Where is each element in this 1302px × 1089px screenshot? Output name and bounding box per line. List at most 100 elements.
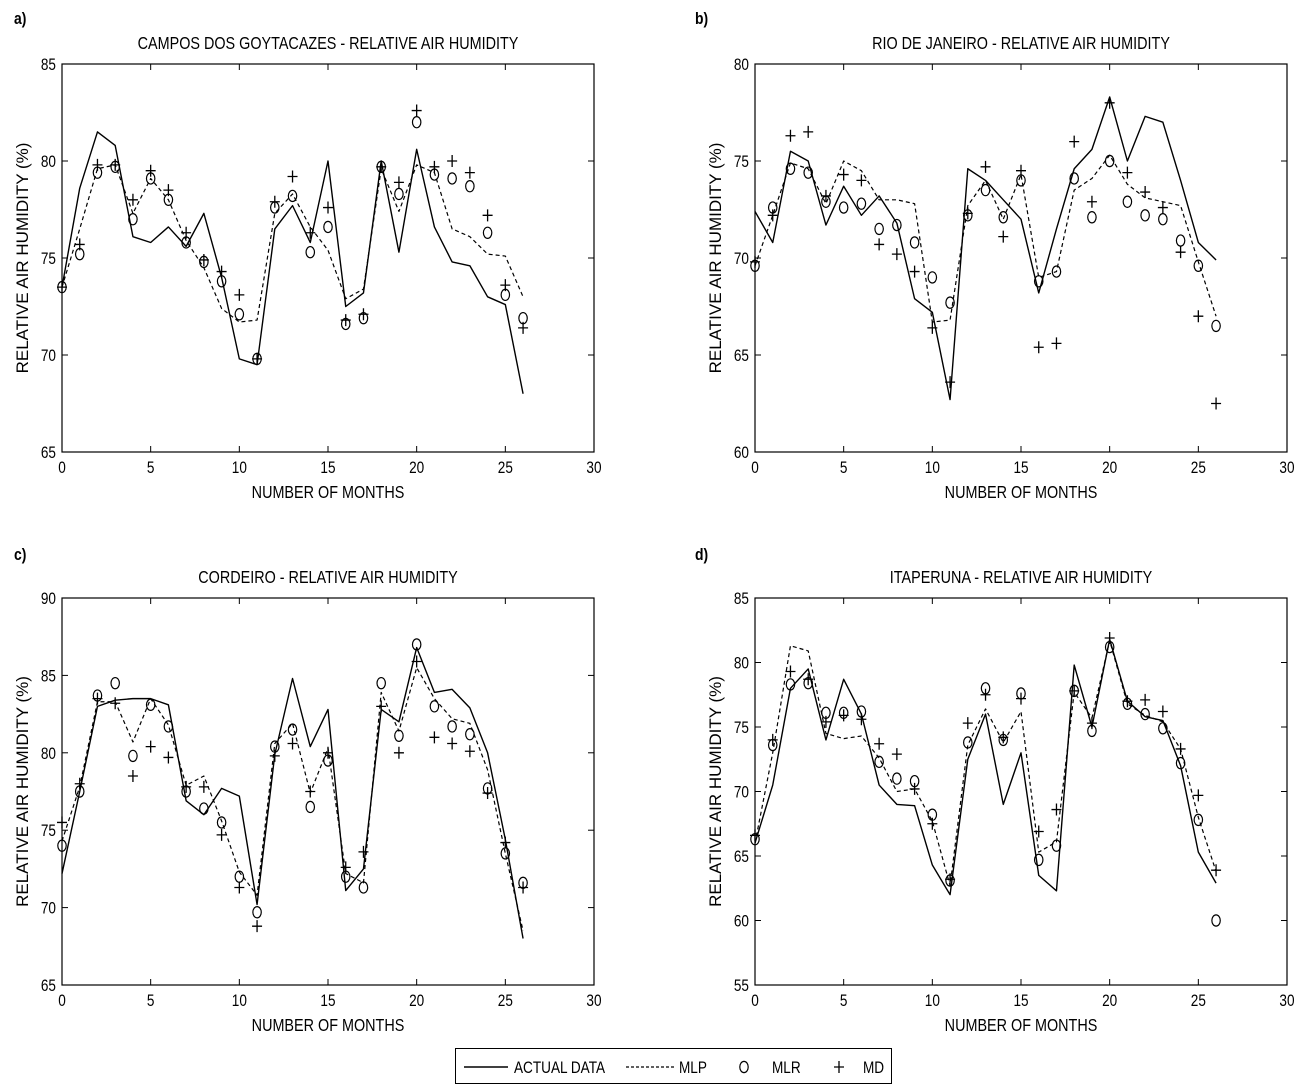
plot-area-frame xyxy=(754,63,1288,453)
data-point-plus xyxy=(803,673,814,686)
data-point-circle xyxy=(874,755,884,769)
y-tick-label: 70 xyxy=(41,899,56,918)
series-mlr xyxy=(57,115,528,366)
data-point-circle xyxy=(465,728,475,741)
panel-cordeiro: c) CORDEIRO - RELATIVE AIR HUMIDITY 0 5 10 15… xyxy=(13,546,602,1036)
data-point-plus xyxy=(1033,825,1044,838)
x-axis-label: NUMBER OF MONTHS xyxy=(252,1016,405,1036)
data-point-circle xyxy=(429,700,440,713)
data-point-plus xyxy=(252,920,263,933)
data-point-plus xyxy=(1104,96,1115,109)
chart-title: ITAPERUNA - RELATIVE AIR HUMIDITY xyxy=(890,568,1153,588)
data-point-circle xyxy=(1033,853,1044,867)
data-point-circle xyxy=(945,296,955,309)
data-point-plus xyxy=(429,731,440,744)
chart-title: CAMPOS DOS GOYTACAZES - RELATIVE AIR HUM… xyxy=(138,34,519,54)
data-point-circle xyxy=(962,736,973,749)
data-point-plus xyxy=(1069,135,1080,148)
chart-title: CORDEIRO - RELATIVE AIR HUMIDITY xyxy=(198,568,458,588)
data-point-circle xyxy=(1122,195,1133,208)
data-point-plus xyxy=(411,655,422,668)
data-point-plus xyxy=(1016,164,1026,177)
data-point-plus xyxy=(1193,789,1204,802)
data-point-circle xyxy=(1140,209,1150,222)
plot-area-frame xyxy=(61,63,595,453)
panel-rio-de-janeiro: b) RIO DE JANEIRO - RELATIVE AIR HUMIDITY… xyxy=(695,10,1295,503)
data-point-circle xyxy=(874,222,884,236)
series-mlp xyxy=(754,639,1217,887)
data-point-circle xyxy=(482,226,493,239)
x-tick-label: 5 xyxy=(840,459,848,478)
data-point-circle xyxy=(1033,275,1044,288)
x-tick-label: 10 xyxy=(925,992,940,1011)
data-point-circle xyxy=(376,676,386,690)
data-point-circle xyxy=(323,220,333,234)
data-point-circle xyxy=(1193,259,1204,272)
data-point-plus xyxy=(163,751,174,764)
data-point-plus xyxy=(340,314,351,327)
data-point-plus xyxy=(856,174,867,187)
data-point-plus xyxy=(767,209,778,222)
data-point-circle xyxy=(1051,265,1062,278)
data-point-circle xyxy=(411,115,422,129)
series-mlr xyxy=(750,640,1221,927)
data-point-circle xyxy=(110,676,120,690)
data-point-plus xyxy=(945,873,956,886)
series-line xyxy=(61,646,524,939)
panel-campos-dos-goytacazes: a) CAMPOS DOS GOYTACAZES - RELATIVE AIR H… xyxy=(13,10,602,503)
data-point-plus xyxy=(500,279,511,292)
data-point-plus xyxy=(323,201,333,214)
series-line xyxy=(61,164,524,323)
data-point-plus xyxy=(447,737,458,750)
data-point-circle xyxy=(927,271,938,284)
y-tick-label: 70 xyxy=(734,783,749,802)
data-point-plus xyxy=(998,731,1009,744)
data-point-plus xyxy=(305,785,316,798)
x-tick-label: 25 xyxy=(498,459,513,478)
data-point-plus xyxy=(1069,684,1080,697)
series-mlp xyxy=(61,164,524,323)
y-tick-label: 55 xyxy=(734,977,749,996)
data-point-circle xyxy=(1051,839,1062,852)
data-point-circle xyxy=(358,881,369,894)
panel-label: d) xyxy=(695,546,708,565)
y-tick-label: 75 xyxy=(41,250,56,269)
data-point-plus xyxy=(980,688,991,701)
legend-label-md: MD xyxy=(863,1059,884,1078)
data-point-circle xyxy=(1158,722,1168,735)
data-point-plus xyxy=(891,248,902,261)
x-tick-label: 0 xyxy=(751,992,759,1011)
data-point-circle xyxy=(1175,234,1186,247)
data-point-plus xyxy=(820,715,831,728)
data-point-plus xyxy=(1211,864,1222,877)
data-point-circle xyxy=(128,212,138,226)
x-tick-label: 30 xyxy=(1279,459,1294,478)
data-point-plus xyxy=(1175,742,1186,755)
data-point-circle xyxy=(803,166,813,179)
series-mlp xyxy=(61,667,524,931)
data-point-plus xyxy=(340,861,351,874)
data-point-circle xyxy=(252,906,262,919)
x-tick-label: 25 xyxy=(1191,459,1206,478)
data-point-plus xyxy=(429,160,440,173)
series-line xyxy=(61,131,524,394)
data-point-circle xyxy=(892,218,902,232)
data-point-plus xyxy=(482,209,493,222)
data-point-plus xyxy=(820,189,831,202)
data-point-circle xyxy=(447,720,457,733)
data-point-plus xyxy=(945,376,956,389)
data-point-circle xyxy=(145,698,156,712)
data-point-plus xyxy=(216,265,227,278)
data-point-plus xyxy=(92,158,103,171)
data-point-plus xyxy=(57,816,67,829)
x-tick-label: 30 xyxy=(1279,992,1294,1011)
data-point-plus xyxy=(1193,310,1204,323)
data-point-plus xyxy=(1140,186,1151,199)
data-point-plus xyxy=(358,845,369,858)
data-point-plus xyxy=(518,321,529,334)
y-tick-label: 75 xyxy=(734,719,749,738)
series-md xyxy=(57,655,529,933)
legend-label-mlp: MLP xyxy=(679,1059,707,1078)
data-point-plus xyxy=(163,184,174,197)
x-tick-label: 5 xyxy=(147,459,155,478)
